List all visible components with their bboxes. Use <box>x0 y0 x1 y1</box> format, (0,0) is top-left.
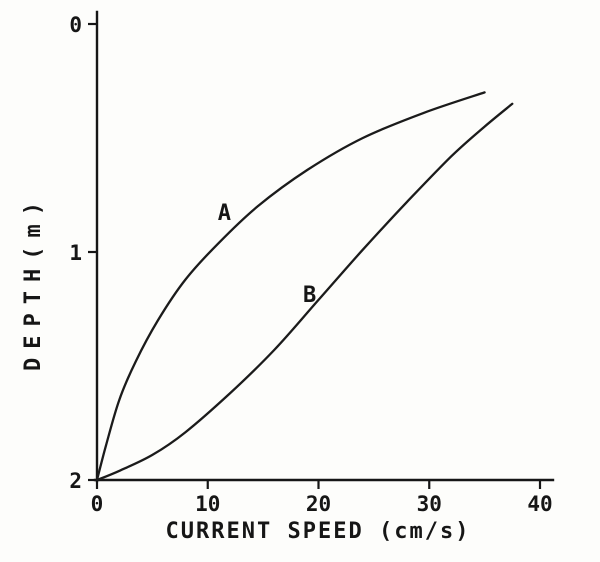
curves-layer: AB <box>95 91 514 482</box>
y-axis-title: DEPTH(m) <box>21 193 46 371</box>
curve-a <box>95 91 486 482</box>
x-tick-label: 40 <box>527 492 552 516</box>
x-axis-title: CURRENT SPEED (cm/s) <box>166 519 471 544</box>
x-tick-label: 0 <box>91 492 104 516</box>
x-tick-label: 20 <box>306 492 331 516</box>
x-tick-label: 30 <box>417 492 442 516</box>
y-tick-label: 2 <box>69 469 82 493</box>
y-tick-label: 0 <box>69 13 82 37</box>
curve-label-a: A <box>218 201 231 226</box>
curve-label-b: B <box>303 283 316 308</box>
y-tick-label: 1 <box>69 241 82 265</box>
x-tick-label: 10 <box>195 492 220 516</box>
ticks-layer: 0 10 20 30 40 0 1 2 <box>69 13 552 516</box>
curve-b <box>95 102 514 482</box>
